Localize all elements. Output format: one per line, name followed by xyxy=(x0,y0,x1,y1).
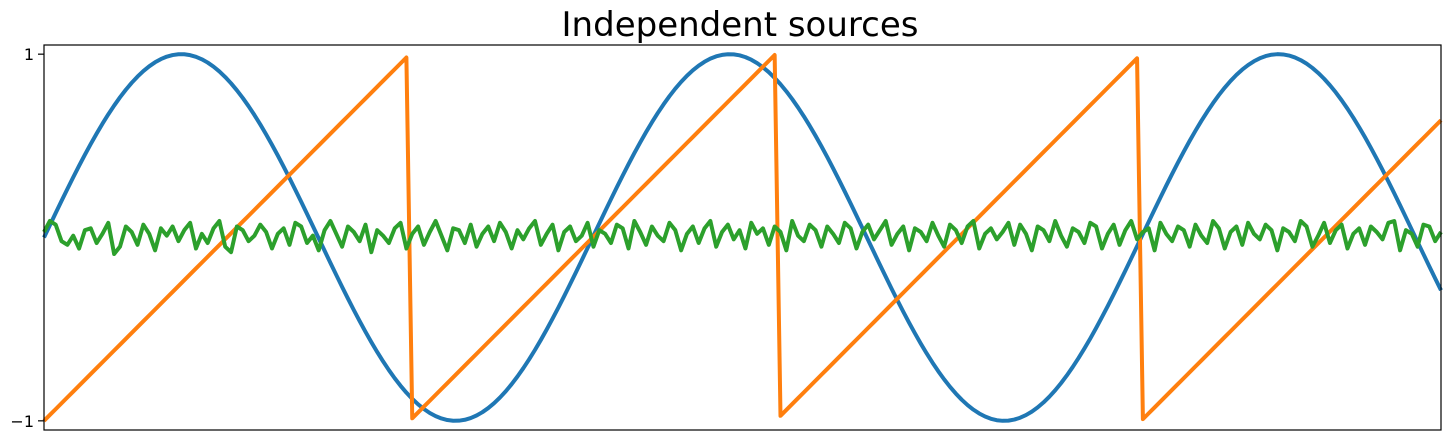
series-line-1 xyxy=(42,52,1443,423)
chart-title: Independent sources xyxy=(562,5,919,45)
plot-area xyxy=(42,52,1443,423)
y-axis: 1 −1 xyxy=(10,45,44,431)
axes-frame xyxy=(43,44,1442,431)
series-line-3 xyxy=(42,219,1443,256)
series-line-2 xyxy=(42,52,1443,423)
y-tick-label: 1 xyxy=(24,45,34,64)
y-tick-label: −1 xyxy=(10,412,34,431)
